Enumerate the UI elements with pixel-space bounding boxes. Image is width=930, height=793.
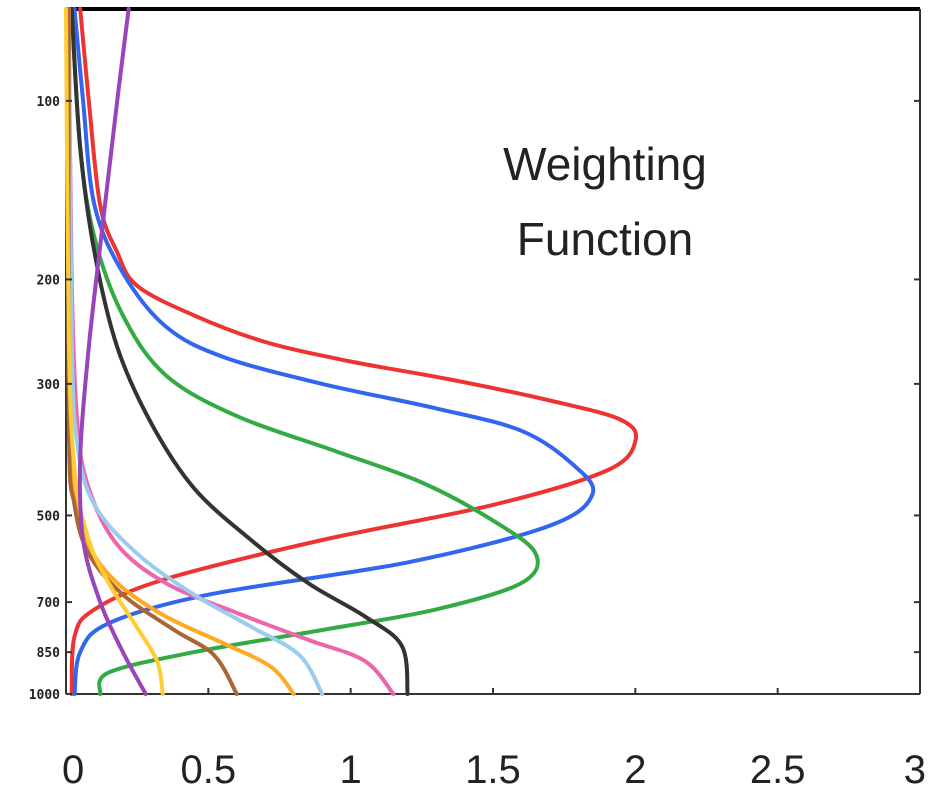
x-tick-label: 0.5 (181, 748, 237, 792)
x-tick-label: 0 (62, 748, 84, 792)
chart-title: Weighting Function (503, 138, 707, 265)
y-tick-label: 500 (37, 509, 61, 524)
series-line-1 (69, 7, 639, 696)
title-line-2: Function (517, 213, 693, 265)
y-tick-label: 300 (37, 378, 61, 393)
y-tick-label: 850 (37, 646, 61, 661)
y-axis-ticks: 100 200 300 500 700 850 1000 (29, 95, 920, 703)
series-line-3 (69, 7, 540, 696)
x-tick-label: 2 (624, 748, 646, 792)
series-line-4 (69, 7, 410, 696)
series-layer (64, 7, 639, 696)
series-line-10 (77, 7, 148, 696)
y-tick-label: 1000 (29, 688, 60, 703)
x-tick-label: 1 (340, 748, 362, 792)
x-tick-label: 2.5 (750, 748, 806, 792)
x-tick-label: 1.5 (465, 748, 521, 792)
y-tick-label: 700 (37, 596, 61, 611)
y-tick-label: 100 (37, 95, 61, 110)
series-line-2 (72, 7, 596, 696)
x-axis-ticks: 0 0.5 1 1.5 2 2.5 3 (62, 688, 926, 792)
title-line-1: Weighting (503, 138, 707, 190)
series-line-9 (64, 7, 165, 696)
x-tick-label: 3 (904, 748, 926, 792)
y-tick-label: 200 (37, 273, 61, 288)
